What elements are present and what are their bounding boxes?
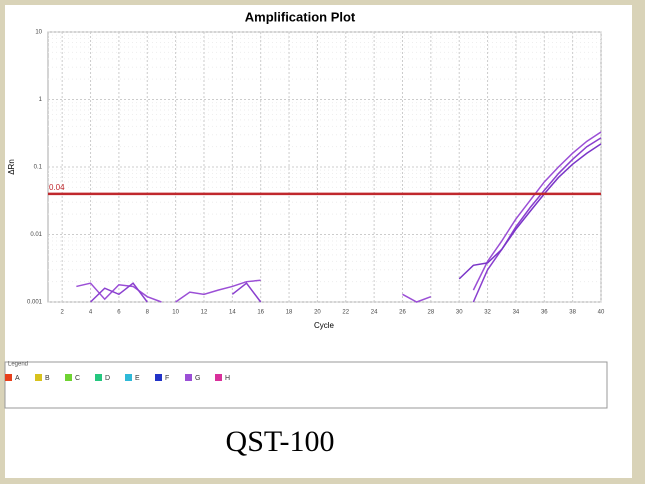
legend-swatch [65, 374, 72, 381]
x-tick-label: 18 [286, 310, 293, 316]
amplification-curve [472, 137, 602, 303]
amplification-curve [458, 143, 602, 280]
y-tick-label: 10 [35, 30, 42, 36]
legend-swatch [5, 374, 12, 381]
legend-swatch [95, 374, 102, 381]
chart-title: Amplification Plot [245, 9, 356, 24]
amplification-curve [175, 279, 261, 303]
legend-title: Legend [8, 362, 28, 368]
x-tick-label: 36 [541, 310, 548, 316]
legend-label: E [135, 375, 140, 382]
x-tick-label: 4 [89, 310, 93, 316]
amplification-curve [231, 282, 262, 303]
x-tick-label: 8 [146, 310, 150, 316]
legend-label: D [105, 375, 110, 382]
amplification-curve [472, 131, 602, 291]
x-tick-label: 32 [484, 310, 491, 316]
legend-label: B [45, 375, 50, 382]
x-tick-label: 12 [201, 310, 208, 316]
legend-swatch [155, 374, 162, 381]
x-axis-label: Cycle [314, 321, 335, 330]
x-tick-label: 10 [172, 310, 179, 316]
legend-swatch [215, 374, 222, 381]
x-tick-label: 28 [428, 310, 435, 316]
y-tick-label: 0.001 [27, 300, 43, 306]
x-tick-label: 6 [117, 310, 121, 316]
x-tick-label: 22 [342, 310, 349, 316]
caption: QST-100 [226, 425, 335, 458]
x-tick-label: 20 [314, 310, 321, 316]
x-tick-label: 34 [513, 310, 520, 316]
legend-swatch [35, 374, 42, 381]
y-tick-label: 1 [39, 97, 43, 103]
x-tick-label: 14 [229, 310, 236, 316]
x-tick-label: 16 [257, 310, 264, 316]
amplification-curve [90, 282, 148, 303]
legend-label: C [75, 375, 80, 382]
legend-label: F [165, 375, 169, 382]
x-tick-label: 24 [371, 310, 378, 316]
y-tick-label: 0.01 [30, 232, 42, 238]
x-tick-label: 40 [598, 310, 605, 316]
amplification-curve [76, 282, 162, 303]
legend-swatch [125, 374, 132, 381]
x-tick-label: 2 [61, 310, 65, 316]
legend-label: A [15, 375, 20, 382]
legend-label: G [195, 375, 200, 382]
x-tick-label: 26 [399, 310, 406, 316]
legend-swatch [185, 374, 192, 381]
x-tick-label: 38 [569, 310, 576, 316]
amplification-curve [402, 293, 432, 303]
x-tick-label: 30 [456, 310, 463, 316]
threshold-label: 0.04 [49, 183, 65, 192]
y-axis-label: ΔRn [7, 159, 16, 175]
y-tick-label: 0.1 [34, 165, 43, 171]
legend-box [4, 361, 608, 409]
legend-label: H [225, 375, 230, 382]
